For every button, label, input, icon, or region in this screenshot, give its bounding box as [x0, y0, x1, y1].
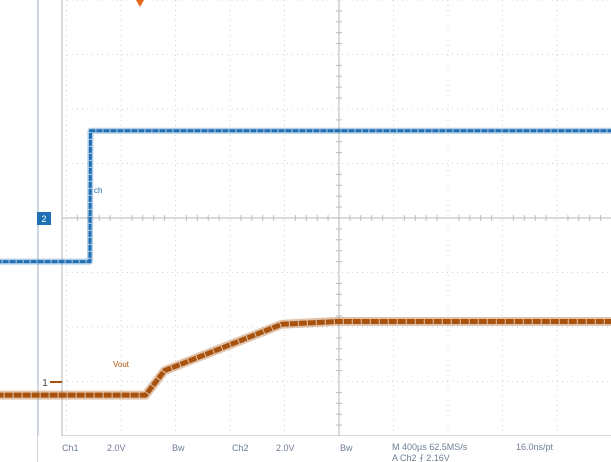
footer-bar [38, 436, 611, 462]
vout-label: Vout [113, 360, 130, 369]
footer-ch1-scale: 2.0V [107, 443, 126, 453]
footer-bw2: Bw [340, 443, 353, 453]
ch2-small-label: ch [94, 186, 102, 195]
left-bezel [0, 0, 38, 462]
trace-ch1 [0, 319, 611, 398]
trace-ch2 [0, 129, 611, 264]
footer-trigger: A Ch2 ⨍ 2.16V [392, 453, 450, 462]
footer-ch1: Ch1 [62, 443, 79, 453]
trigger-position-marker [136, 0, 144, 7]
footer-ch2-scale: 2.0V [276, 443, 295, 453]
traces [0, 127, 611, 400]
ch2-marker-label: 2 [41, 214, 46, 224]
ch2-ground-marker: 2 [37, 212, 51, 225]
ch1-ground-marker: 1 [42, 378, 62, 389]
footer-timebase: M 400µs 62.5MS/s [392, 442, 468, 452]
footer-ch2: Ch2 [232, 443, 249, 453]
footer-record: 16.0ns/pt [516, 442, 554, 452]
ch1-marker-label: 1 [42, 378, 48, 389]
footer-bw1: Bw [172, 443, 185, 453]
